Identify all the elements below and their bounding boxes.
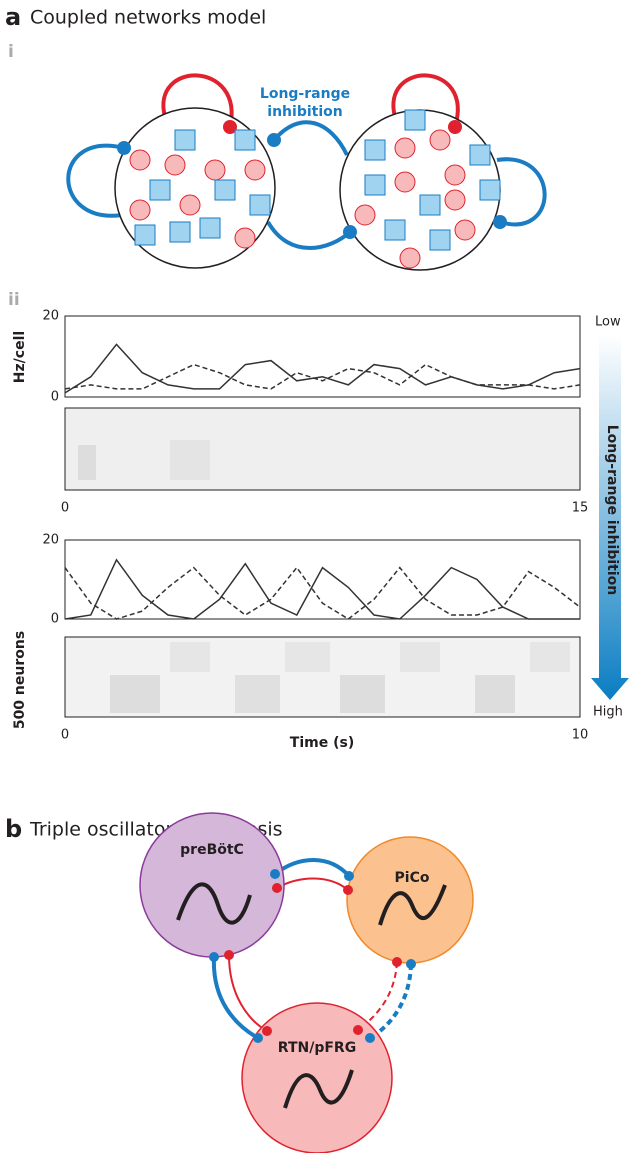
cell [234,129,256,151]
panel-label: b [5,815,22,843]
cell [244,159,266,181]
cell [249,194,271,216]
x-tick-label: 0 [61,728,69,743]
series-line [64,363,581,390]
cell [404,109,426,131]
plot-frame [64,539,581,620]
series-line [64,558,580,620]
cell [214,179,236,201]
series-line [64,343,581,394]
gradient-high: High [593,705,623,720]
plot-frame [64,315,581,398]
x-tick-label: 0 [61,501,69,516]
cell [469,144,491,166]
cell [479,179,501,201]
cell [129,199,151,221]
cell [384,219,406,241]
cell [454,219,476,241]
raster [64,407,581,718]
cell [444,164,466,186]
cell [364,174,386,196]
cell [354,204,376,226]
node-label: preBötC [180,842,244,858]
cell [204,159,226,181]
cell [134,224,156,246]
annotation: Long-range [260,86,350,102]
oscillator-diagram [139,812,474,1153]
cell [394,171,416,193]
cell [444,189,466,211]
cell [429,229,451,251]
sub-label: i [8,42,14,62]
annotation: inhibition [267,104,342,120]
gradient-low: Low [595,315,621,330]
series-line [64,566,581,620]
x-tick-label: 15 [572,501,589,516]
cell [179,194,201,216]
cell [399,247,421,269]
node-label: RTN/pFRG [278,1040,356,1056]
x-axis-label: Time (s) [290,735,354,751]
cell [169,221,191,243]
cell [199,217,221,239]
y-tick-label: 0 [51,612,59,627]
cell [234,227,256,249]
cell [149,179,171,201]
cell [429,129,451,151]
cell [394,137,416,159]
y-tick-label: 20 [42,533,59,548]
y-tick-label: 0 [51,390,59,405]
y-tick-label: 20 [42,309,59,324]
node-label: PiCo [395,870,430,886]
gradient-arrow [591,335,629,700]
gradient-label: Long-range inhibition [604,425,620,595]
cell [174,129,196,151]
x-tick-label: 10 [572,728,589,743]
y-axis-label: Hz/cell [12,331,28,383]
y-axis-label: 500 neurons [12,631,28,729]
cell [129,149,151,171]
cell [364,139,386,161]
cell [164,154,186,176]
panel-label: a [5,3,21,31]
sub-label: ii [8,290,20,310]
panel-title: Coupled networks model [30,7,266,29]
cell [419,194,441,216]
